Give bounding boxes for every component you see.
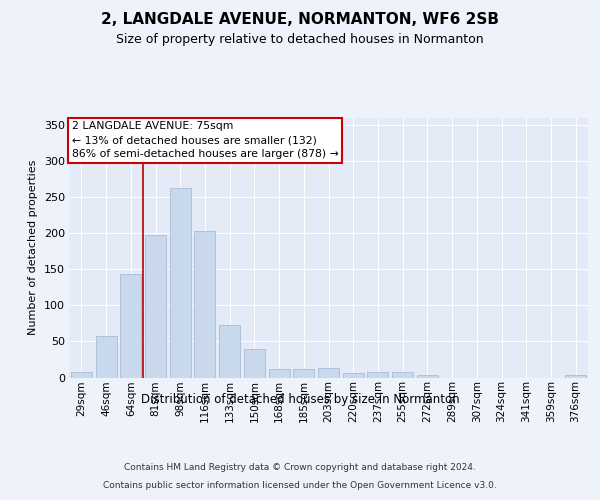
Bar xyxy=(71,372,92,378)
Y-axis label: Number of detached properties: Number of detached properties xyxy=(28,160,38,335)
Bar xyxy=(343,373,364,378)
Text: 2 LANGDALE AVENUE: 75sqm
← 13% of detached houses are smaller (132)
86% of semi-: 2 LANGDALE AVENUE: 75sqm ← 13% of detach… xyxy=(71,122,338,160)
Text: Distribution of detached houses by size in Normanton: Distribution of detached houses by size … xyxy=(140,392,460,406)
Bar xyxy=(417,376,438,378)
Bar xyxy=(318,368,339,378)
Text: Contains HM Land Registry data © Crown copyright and database right 2024.: Contains HM Land Registry data © Crown c… xyxy=(124,462,476,471)
Bar xyxy=(95,336,116,378)
Bar xyxy=(367,372,388,378)
Bar xyxy=(269,369,290,378)
Bar xyxy=(145,234,166,378)
Bar xyxy=(293,369,314,378)
Text: 2, LANGDALE AVENUE, NORMANTON, WF6 2SB: 2, LANGDALE AVENUE, NORMANTON, WF6 2SB xyxy=(101,12,499,28)
Bar xyxy=(244,348,265,378)
Bar xyxy=(194,231,215,378)
Bar xyxy=(392,372,413,378)
Text: Size of property relative to detached houses in Normanton: Size of property relative to detached ho… xyxy=(116,32,484,46)
Bar xyxy=(565,376,586,378)
Bar xyxy=(120,274,141,378)
Bar xyxy=(170,188,191,378)
Text: Contains public sector information licensed under the Open Government Licence v3: Contains public sector information licen… xyxy=(103,481,497,490)
Bar xyxy=(219,325,240,378)
